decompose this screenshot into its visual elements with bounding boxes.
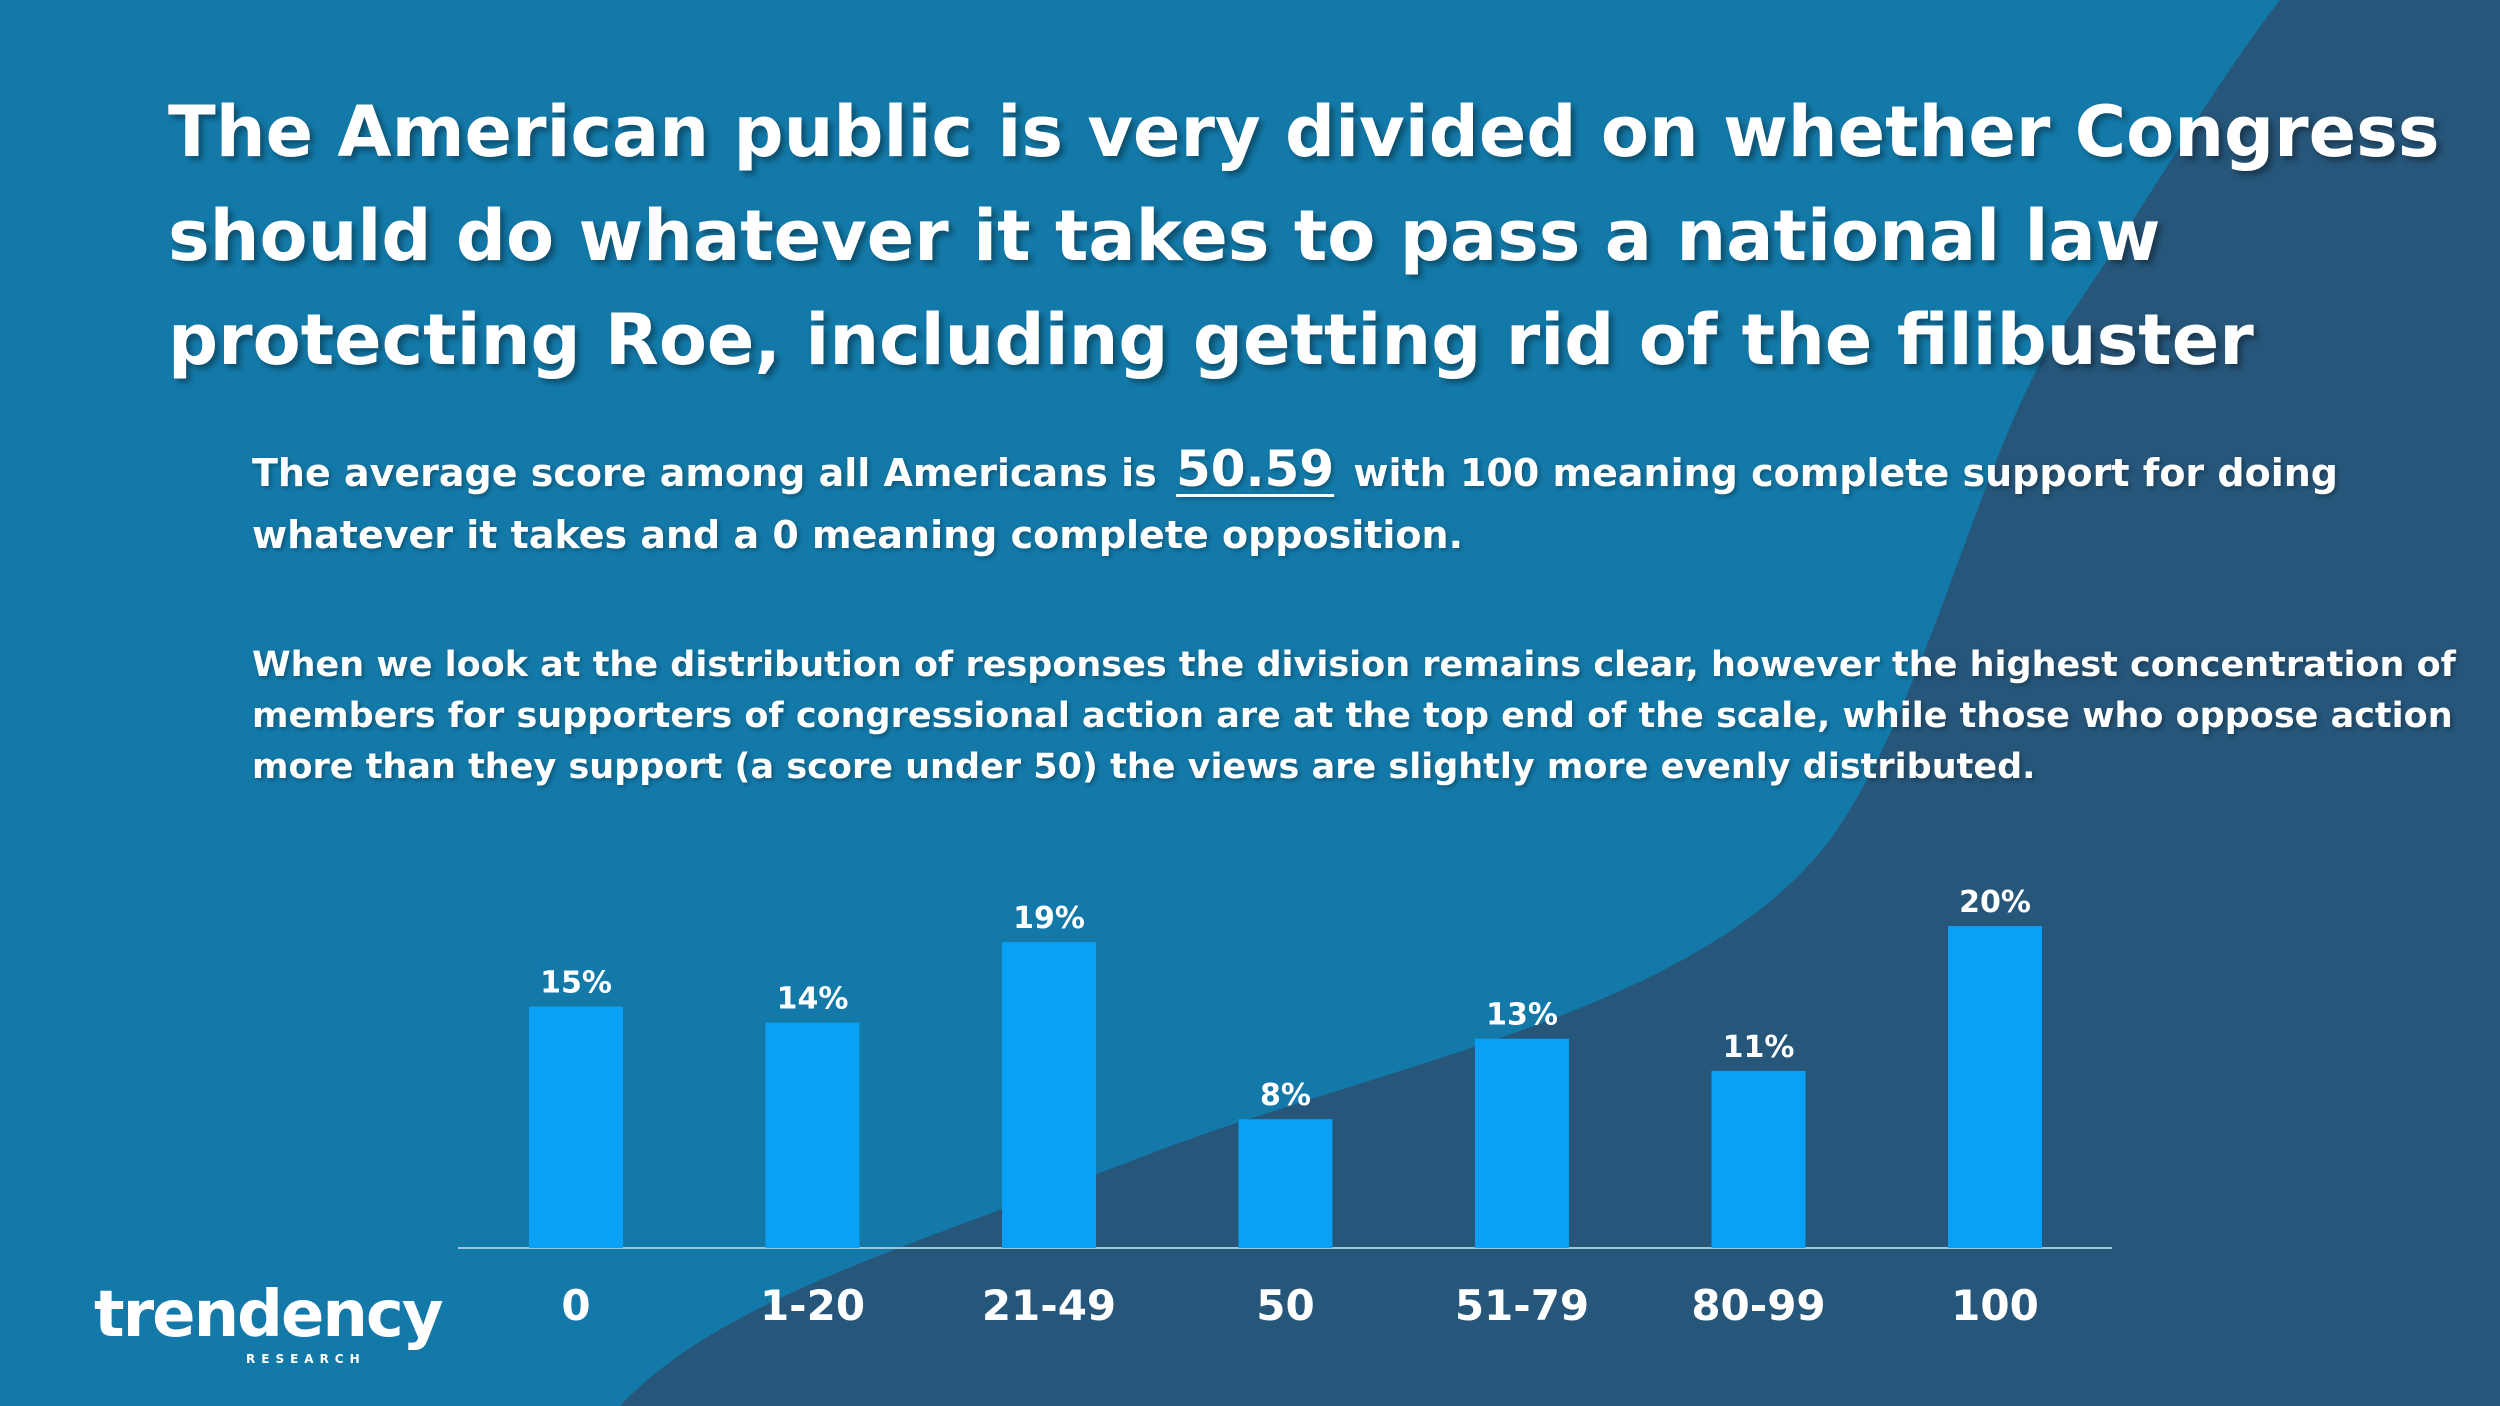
data-label-100: 20%	[1959, 885, 2031, 920]
data-label-50: 8%	[1260, 1078, 1311, 1113]
bar-0	[529, 1006, 623, 1248]
x-tick-label-100: 100	[1951, 1281, 2039, 1330]
trendency-logo: trendency RESEARCH	[94, 1278, 444, 1380]
x-tick-label-0: 0	[561, 1281, 590, 1330]
average-score-suffix: with 100 meaning complete support for do…	[1353, 451, 2338, 495]
distribution-line-1: When we look at the distribution of resp…	[252, 645, 2456, 685]
data-label-80-99: 11%	[1723, 1030, 1795, 1065]
data-label-0: 15%	[540, 966, 612, 1001]
x-tick-label-1-20: 1-20	[760, 1281, 865, 1330]
x-tick-label-50: 50	[1256, 1281, 1314, 1330]
bar-100	[1948, 926, 2042, 1248]
distribution-line-3: more than they support (a score under 50…	[252, 747, 2036, 787]
logo-wordmark: trendency	[94, 1278, 444, 1352]
logo-subtitle: RESEARCH	[246, 1352, 366, 1366]
average-score-line-1: The average score among all Americans is…	[252, 438, 2338, 504]
x-tick-label-80-99: 80-99	[1691, 1281, 1825, 1330]
average-score-paragraph: The average score among all Americans is…	[252, 438, 2338, 566]
data-label-51-79: 13%	[1486, 998, 1558, 1033]
bar-21-49	[1002, 942, 1096, 1248]
x-tick-label-51-79: 51-79	[1455, 1281, 1589, 1330]
x-tick-label-21-49: 21-49	[982, 1281, 1116, 1330]
average-score-value: 50.59	[1175, 440, 1335, 498]
slide-title: The American public is very divided on w…	[168, 80, 2440, 392]
distribution-line-2: members for supporters of congressional …	[252, 696, 2453, 736]
title-line-2: should do whatever it takes to pass a na…	[168, 195, 2161, 277]
average-score-prefix: The average score among all Americans is	[252, 451, 1157, 495]
data-label-1-20: 14%	[777, 982, 849, 1017]
bar-50	[1238, 1119, 1333, 1248]
distribution-paragraph: When we look at the distribution of resp…	[252, 640, 2456, 793]
bar-1-20	[765, 1022, 860, 1248]
bar-80-99	[1711, 1070, 1806, 1248]
average-score-line-2: whatever it takes and a 0 meaning comple…	[252, 513, 1464, 557]
bar-51-79	[1475, 1038, 1569, 1248]
title-line-3: protecting Roe, including getting rid of…	[168, 299, 2254, 381]
data-label-21-49: 19%	[1013, 901, 1085, 936]
title-line-1: The American public is very divided on w…	[168, 91, 2440, 173]
